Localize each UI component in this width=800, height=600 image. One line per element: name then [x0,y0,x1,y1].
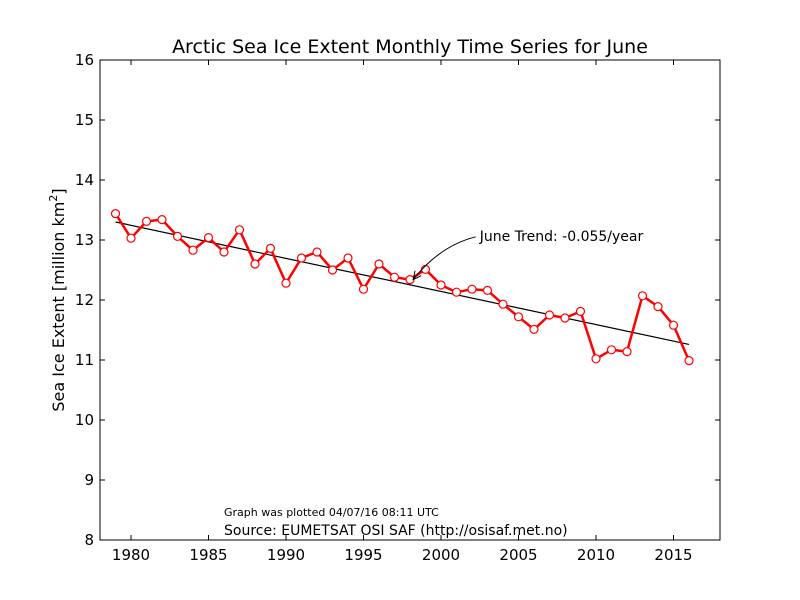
y-axis-label: Sea Ice Extent [million km2] [47,188,68,411]
data-point [374,259,384,269]
data-point [141,216,152,226]
data-point [482,285,493,295]
y-tick-label: 16 [75,51,94,69]
annotation-arrowhead [412,270,422,281]
y-tick-label: 15 [75,111,94,129]
data-point [157,215,167,225]
data-point [126,233,136,243]
data-point [250,259,260,269]
data-point [172,231,183,241]
x-tick-label: 2015 [654,546,692,564]
plot-area [99,59,721,541]
y-axis-label-superscript: 2 [47,195,60,202]
x-tick-label: 1990 [267,546,305,564]
data-point [219,247,229,257]
data-point [203,233,214,243]
data-point [622,347,632,357]
data-point [420,264,431,274]
x-tick-label: 2000 [422,546,460,564]
series-markers [110,209,694,366]
data-point [668,320,679,330]
data-point [358,284,369,294]
data-point [637,291,648,301]
y-axis-label-main: Sea Ice Extent [million km [49,202,68,412]
y-axis-ticks: 8 9 10 11 12 13 14 15 16 [75,51,720,549]
x-tick-label: 1985 [189,546,227,564]
x-axis-ticks: 1980 1985 1990 1995 2000 2005 2010 2015 [112,60,693,564]
data-point [575,306,586,316]
data-point [436,280,446,290]
y-tick-label: 12 [75,291,94,309]
plotted-timestamp: Graph was plotted 04/07/16 08:11 UTC [224,506,439,519]
y-tick-label: 14 [75,171,94,189]
data-point [529,324,539,334]
data-point [281,278,291,288]
data-point [560,313,570,323]
y-tick-label: 8 [84,531,94,549]
data-point [312,247,322,257]
data-point [684,356,694,366]
data-point [327,265,338,275]
x-tick-label: 2005 [499,546,537,564]
data-point [389,272,400,282]
data-point [188,245,198,255]
y-tick-label: 9 [84,471,94,489]
y-tick-label: 13 [75,231,94,249]
data-point [296,253,307,263]
data-point [467,284,477,294]
trend-line [115,221,690,345]
annotation-arrow [412,236,476,280]
data-point [110,209,121,219]
y-tick-label: 10 [75,411,94,429]
source-credit: Source: EUMETSAT OSI SAF (http://osisaf.… [224,523,568,539]
trend-annotation: June Trend: -0.055/year [479,229,644,245]
data-point [343,253,353,263]
data-point [498,299,508,309]
data-point [591,354,601,364]
x-tick-label: 2010 [577,546,615,564]
data-point [451,287,462,297]
y-tick-label: 11 [75,351,94,369]
data-point [513,312,524,322]
y-axis-label-end: ] [49,188,68,194]
data-point [653,302,663,312]
chart-title: Arctic Sea Ice Extent Monthly Time Serie… [172,36,648,58]
data-point [234,225,245,235]
x-tick-label: 1995 [344,546,382,564]
data-point [544,310,555,320]
data-point [606,345,617,355]
x-tick-label: 1980 [112,546,150,564]
data-point [265,243,276,253]
